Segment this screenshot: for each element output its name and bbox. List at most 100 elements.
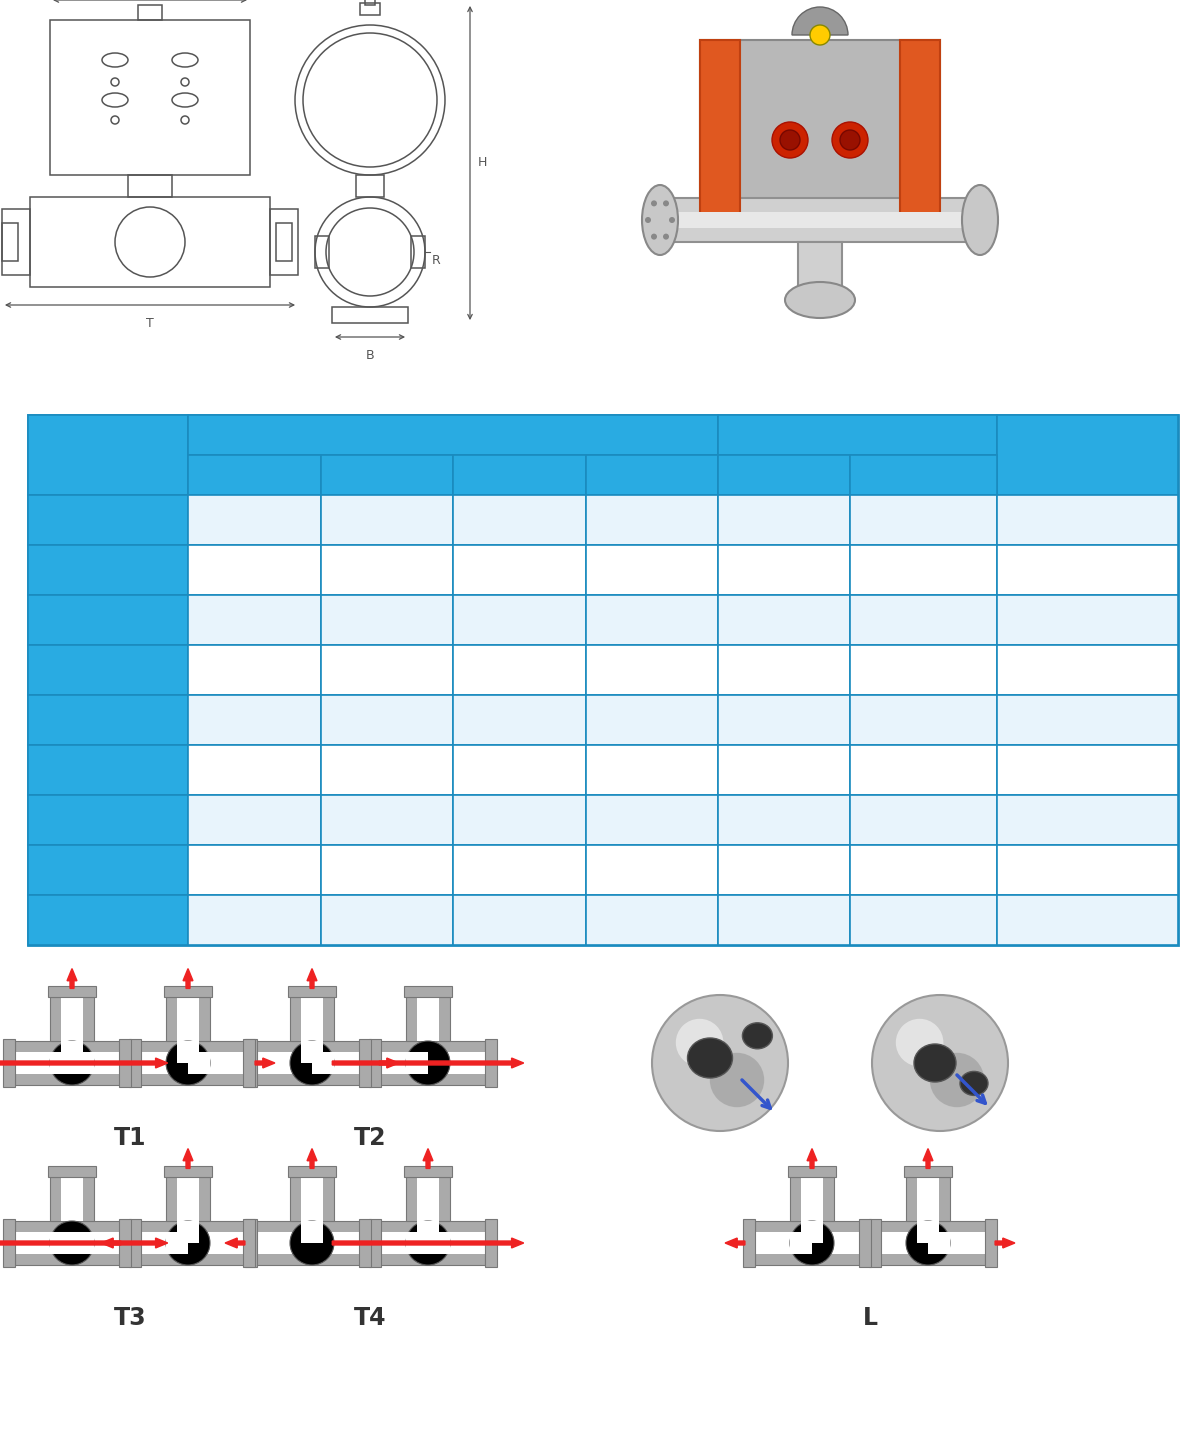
Bar	[188, 895, 320, 945]
Bar	[28, 646, 188, 695]
Bar	[755, 1222, 869, 1265]
Circle shape	[790, 1220, 834, 1265]
Bar	[997, 495, 1178, 546]
Text: 50: 50	[774, 762, 793, 778]
Text: 149: 149	[372, 512, 401, 528]
Bar	[188, 595, 320, 646]
FancyArrow shape	[67, 969, 77, 988]
Bar	[51, 1232, 72, 1254]
Bar	[801, 1177, 822, 1222]
Bar	[585, 595, 718, 646]
Text: 1.6mpa: 1.6mpa	[421, 428, 485, 443]
Bar	[718, 595, 850, 646]
Bar	[718, 744, 850, 795]
Bar	[360, 3, 380, 15]
Text: 91: 91	[642, 813, 661, 827]
Bar	[290, 997, 334, 1042]
Text: 108: 108	[504, 512, 533, 528]
Bar	[755, 1232, 869, 1254]
Text: T: T	[512, 464, 526, 485]
Bar	[585, 546, 718, 595]
Bar	[131, 1052, 246, 1074]
Bar	[48, 987, 96, 997]
Bar	[901, 41, 940, 221]
Circle shape	[710, 1053, 765, 1107]
Bar	[320, 456, 453, 495]
Bar	[850, 646, 997, 695]
Bar	[997, 646, 1178, 695]
Bar	[320, 546, 453, 595]
Bar	[51, 997, 94, 1042]
Bar	[301, 1040, 323, 1064]
Text: DN65: DN65	[84, 813, 131, 827]
Bar	[28, 695, 188, 744]
Text: 128: 128	[504, 612, 533, 627]
Bar	[485, 1039, 497, 1087]
Circle shape	[780, 131, 799, 149]
Text: 105: 105	[909, 762, 938, 778]
Circle shape	[653, 995, 787, 1130]
Bar	[403, 1167, 453, 1177]
Bar	[255, 1232, 370, 1254]
Circle shape	[51, 1040, 94, 1085]
Bar	[585, 744, 718, 795]
Bar	[453, 695, 585, 744]
Text: 50.5: 50.5	[635, 563, 668, 577]
Text: AT-75: AT-75	[1067, 712, 1109, 727]
Text: DN25: DN25	[84, 612, 131, 627]
Circle shape	[669, 218, 675, 223]
Bar	[406, 997, 450, 1042]
FancyArrow shape	[183, 1149, 193, 1168]
Text: DN32: DN32	[84, 663, 131, 678]
Bar	[2, 1219, 14, 1267]
Text: T: T	[146, 316, 154, 329]
Bar	[904, 1167, 952, 1177]
Text: T4: T4	[354, 1306, 386, 1329]
Bar	[585, 646, 718, 695]
Bar	[61, 997, 83, 1042]
Text: 84: 84	[914, 663, 933, 678]
Bar	[411, 237, 425, 268]
Bar	[453, 795, 585, 844]
Text: 168: 168	[240, 712, 268, 727]
Text: 40: 40	[774, 712, 793, 727]
Ellipse shape	[743, 1023, 773, 1049]
Bar	[243, 1219, 255, 1267]
Bar	[850, 795, 997, 844]
Bar	[14, 1052, 129, 1074]
Bar	[869, 1219, 881, 1267]
Bar	[718, 844, 850, 895]
Bar	[320, 795, 453, 844]
Text: 228: 228	[372, 762, 401, 778]
Text: 120: 120	[504, 563, 533, 577]
Text: 196: 196	[372, 712, 401, 727]
Bar	[129, 1219, 141, 1267]
Bar	[997, 415, 1178, 495]
Bar	[406, 1232, 427, 1254]
FancyArrow shape	[101, 1238, 120, 1248]
Text: 25: 25	[774, 612, 793, 627]
Text: DN50: DN50	[84, 762, 131, 778]
Text: 210: 210	[240, 762, 268, 778]
Text: AT-63: AT-63	[1067, 663, 1109, 678]
Bar	[870, 1232, 985, 1254]
Bar	[907, 1177, 950, 1222]
Bar	[801, 1220, 824, 1244]
Text: 149: 149	[372, 563, 401, 577]
Bar	[28, 546, 188, 595]
FancyArrow shape	[332, 1238, 524, 1248]
Text: 65: 65	[774, 813, 793, 827]
Text: AT-52: AT-52	[1067, 512, 1109, 528]
Bar	[370, 1039, 382, 1087]
Text: R: R	[777, 464, 792, 485]
Bar	[850, 546, 997, 595]
Bar	[61, 1177, 83, 1222]
Ellipse shape	[914, 1045, 956, 1082]
Ellipse shape	[962, 184, 998, 255]
Bar	[585, 495, 718, 546]
Bar	[28, 844, 188, 895]
Text: DN100: DN100	[79, 913, 137, 927]
Bar	[2, 1039, 14, 1087]
Circle shape	[290, 1040, 334, 1085]
Bar	[61, 1040, 83, 1064]
